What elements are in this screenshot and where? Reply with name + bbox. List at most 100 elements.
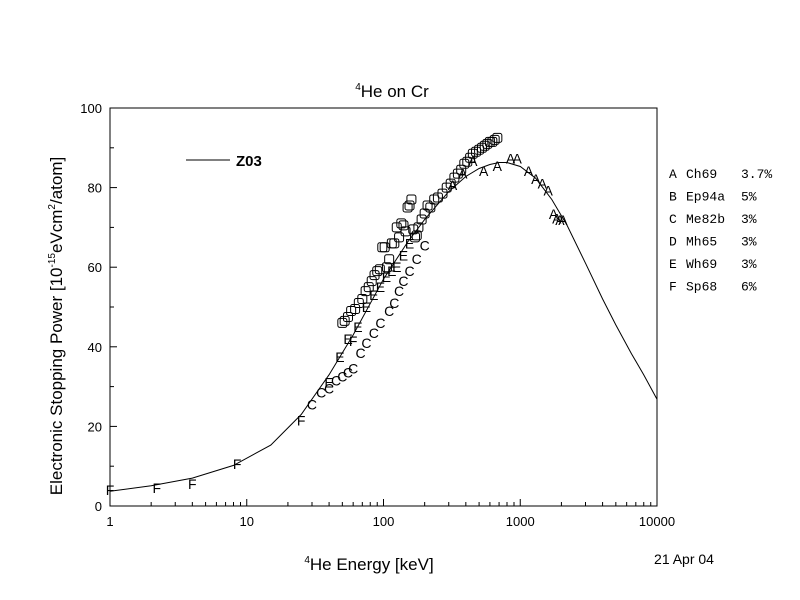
point-d <box>346 305 357 316</box>
point-d <box>357 294 368 305</box>
point-c: C <box>324 381 334 397</box>
point-c: C <box>307 397 317 413</box>
line-legend-label: Z03 <box>236 153 262 170</box>
x-tick-label: 10000 <box>639 514 675 529</box>
legend-marker: E <box>669 257 677 272</box>
point-f: F <box>233 456 242 472</box>
point-e: E <box>387 263 396 279</box>
point-d <box>384 254 395 265</box>
point-d <box>394 232 405 243</box>
point-c: C <box>337 369 347 385</box>
y-tick-label: 60 <box>88 260 102 275</box>
point-d <box>360 286 371 297</box>
point-a: A <box>513 151 523 167</box>
point-d <box>429 194 440 205</box>
point-d <box>353 298 364 309</box>
point-d <box>411 230 422 241</box>
x-tick-label: 1 <box>106 514 113 529</box>
point-a: A <box>531 171 541 187</box>
y-axis-label-exp2: 2 <box>47 204 58 210</box>
point-d <box>492 132 503 143</box>
point-a: A <box>555 212 565 228</box>
point-d <box>377 242 388 253</box>
legend-marker: B <box>669 190 677 205</box>
point-d <box>381 262 392 273</box>
point-e: E <box>369 287 378 303</box>
point-d <box>487 136 498 147</box>
point-d <box>471 146 482 157</box>
point-d <box>459 158 470 169</box>
legend-err: 3% <box>741 212 757 227</box>
point-a: A <box>493 158 503 174</box>
point-a: A <box>448 177 458 193</box>
point-d <box>363 282 374 293</box>
legend-id: Wh69 <box>686 257 717 272</box>
legend-err: 6% <box>741 280 757 295</box>
point-e: E <box>343 331 352 347</box>
point-d <box>398 220 409 231</box>
axis-tick-labels: 1 10 100 1000 10000 0 20 40 60 80 100 <box>80 101 675 529</box>
point-c: C <box>343 365 353 381</box>
date-stamp: 21 Apr 04 <box>654 551 714 567</box>
point-d <box>374 264 385 275</box>
point-a: A <box>479 163 489 179</box>
point-e: E <box>376 279 385 295</box>
point-d <box>462 156 473 167</box>
point-a: A <box>549 206 559 222</box>
y-tick-label: 80 <box>88 181 102 196</box>
point-d <box>342 311 353 322</box>
point-c: C <box>316 385 326 401</box>
chart-title-main: He on Cr <box>361 82 429 101</box>
chart-title: 4He on Cr <box>355 82 429 101</box>
point-f: F <box>297 412 306 428</box>
point-c: C <box>375 315 385 331</box>
point-c: C <box>369 325 379 341</box>
point-d <box>456 164 467 175</box>
point-d <box>372 266 383 277</box>
point-d <box>465 152 476 163</box>
legend-err: 3.7% <box>741 167 772 182</box>
point-c: C <box>394 283 404 299</box>
point-e: E <box>382 269 391 285</box>
point-f: F <box>106 482 115 498</box>
point-e: E <box>399 247 408 263</box>
x-axis-label-prefix: 4 <box>304 555 310 566</box>
point-d <box>467 148 478 159</box>
point-c: C <box>389 295 399 311</box>
point-d <box>489 134 500 145</box>
point-c: C <box>356 345 366 361</box>
x-tick-label: 1000 <box>506 514 535 529</box>
legend-id: Mh65 <box>686 235 717 250</box>
chart-title-prefix: 4 <box>355 82 361 93</box>
point-f: F <box>349 333 358 349</box>
x-tick-label: 100 <box>373 514 395 529</box>
point-c: C <box>404 263 414 279</box>
legend-marker: C <box>669 212 677 227</box>
point-e: E <box>362 299 371 315</box>
point-d <box>406 194 417 205</box>
legend-err: 5% <box>741 190 757 205</box>
point-d <box>416 214 427 225</box>
legend-id: Me82b <box>686 212 725 227</box>
point-e: E <box>335 349 344 365</box>
point-d <box>379 242 390 253</box>
point-c: C <box>348 361 358 377</box>
point-d <box>408 224 419 235</box>
axis-ticks <box>109 107 658 507</box>
point-d <box>474 144 485 155</box>
point-d <box>413 222 424 233</box>
point-d <box>350 303 361 314</box>
dataset-legend: A Ch69 3.7% B Ep94a 5% C Me82b 3% D Mh65 3% E Wh69 3% F… <box>669 167 772 295</box>
legend-err: 3% <box>741 257 757 272</box>
point-c: C <box>331 373 341 389</box>
point-c: C <box>398 273 408 289</box>
legend-err: 3% <box>741 235 757 250</box>
y-axis-label-a: Electronic Stopping Power [10 <box>47 267 66 495</box>
point-f: F <box>188 476 197 492</box>
legend-marker: F <box>669 280 677 295</box>
y-tick-label: 100 <box>80 101 102 116</box>
x-axis-label: 4He Energy [keV] <box>304 555 433 574</box>
point-f: F <box>153 480 162 496</box>
point-a: A <box>524 163 534 179</box>
point-a: A <box>538 176 548 192</box>
